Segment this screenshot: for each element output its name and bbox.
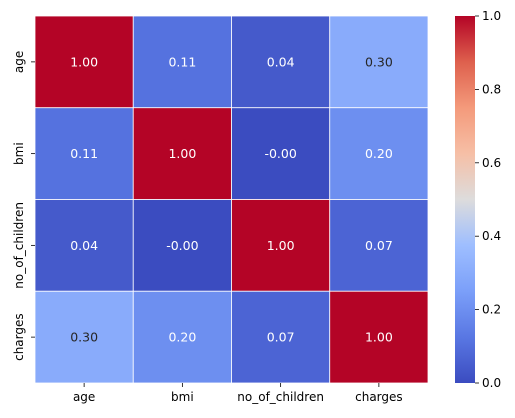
colorbar-ticks: 0.0 0.2 0.4 0.6 0.8 1.0	[475, 9, 501, 390]
cell-value-label: 1.00	[70, 54, 98, 69]
cell-value-label: 0.07	[267, 330, 295, 345]
cell-value-label: 0.04	[70, 238, 98, 253]
cell-value-label: 1.00	[267, 238, 295, 253]
colorbar-tick-label: 1.0	[482, 9, 501, 23]
colorbar-tick-label: 0.4	[482, 229, 501, 243]
x-tick-label: charges	[355, 390, 403, 404]
cell-value-label: -0.00	[166, 238, 198, 253]
x-tick-label: no_of_children	[237, 390, 324, 404]
cell-value-label: -0.00	[264, 146, 296, 161]
colorbar	[455, 16, 475, 383]
cell-value-label: 0.04	[267, 54, 295, 69]
cell-value-label: 0.11	[70, 146, 98, 161]
cell-value-label: 0.30	[365, 54, 393, 69]
x-tick-label: age	[73, 390, 95, 404]
y-tick-label: charges	[12, 313, 26, 361]
y-tick-label: no_of_children	[12, 202, 26, 289]
cell-value-label: 0.07	[365, 238, 393, 253]
colorbar-gradient	[455, 16, 475, 383]
cell-value-label: 0.20	[168, 330, 196, 345]
colorbar-tick-label: 0.6	[482, 156, 501, 170]
cell-value-label: 1.00	[168, 146, 196, 161]
x-axis-ticks: age bmi no_of_children charges	[73, 383, 403, 404]
colorbar-tick-label: 0.2	[482, 303, 501, 317]
colorbar-tick-label: 0.0	[482, 376, 501, 390]
x-tick-label: bmi	[171, 390, 194, 404]
cell-value-label: 0.11	[168, 54, 196, 69]
colorbar-tick-label: 0.8	[482, 82, 501, 96]
y-tick-label: bmi	[12, 142, 26, 165]
cell-value-label: 0.20	[365, 146, 393, 161]
cell-value-label: 0.30	[70, 330, 98, 345]
y-tick-label: age	[12, 51, 26, 73]
heatmap-cells	[35, 16, 428, 383]
cell-value-label: 1.00	[365, 330, 393, 345]
